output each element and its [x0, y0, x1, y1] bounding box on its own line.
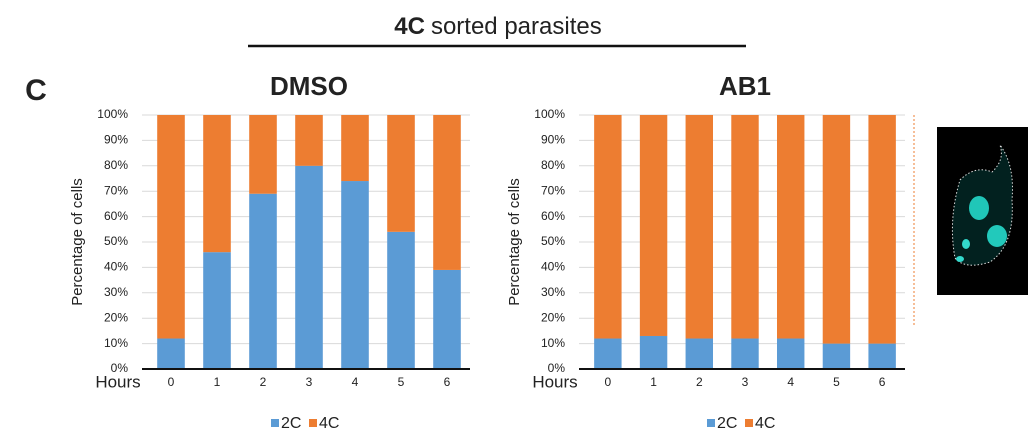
y-tick-label: 60%: [541, 209, 565, 223]
bar-segment: [249, 115, 277, 194]
bar-segment: [822, 343, 851, 369]
chart-title: DMSO: [270, 71, 348, 101]
bar-segment: [639, 335, 668, 369]
x-tick-label: 0: [605, 375, 612, 389]
y-tick-label: 0%: [111, 361, 129, 375]
x-tick-label: 6: [879, 375, 886, 389]
y-tick-label: 20%: [104, 310, 128, 324]
legend-swatch: [309, 419, 317, 427]
x-tick-label: 0: [168, 375, 175, 389]
y-tick-label: 30%: [541, 285, 565, 299]
y-tick-label: 90%: [541, 133, 565, 147]
panel-label: C: [25, 74, 47, 107]
x-tick-label: 4: [787, 375, 794, 389]
y-tick-label: 70%: [104, 183, 128, 197]
bar-segment: [433, 115, 461, 270]
y-tick-label: 80%: [541, 158, 565, 172]
bar-segment: [203, 115, 231, 253]
x-tick-label: 5: [398, 375, 405, 389]
y-tick-label: 100%: [97, 107, 128, 121]
legend-swatch: [745, 419, 753, 427]
bar-segment: [731, 338, 759, 369]
x-tick-label: 1: [214, 375, 221, 389]
y-tick-label: 30%: [104, 285, 128, 299]
bar-segment: [731, 115, 759, 339]
bar-segment: [341, 181, 369, 369]
y-tick-label: 40%: [541, 260, 565, 274]
header-text: sorted parasites: [431, 13, 602, 40]
y-tick-label: 10%: [541, 336, 565, 350]
y-axis-label: Percentage of cells: [69, 178, 86, 306]
legend-label: 2C: [281, 415, 301, 432]
y-tick-label: 0%: [548, 361, 566, 375]
legend-label: 4C: [755, 415, 775, 432]
bar-segment: [868, 343, 896, 369]
y-tick-label: 20%: [541, 310, 565, 324]
bar-segment: [203, 252, 231, 369]
x-tick-label: 2: [260, 375, 267, 389]
y-tick-label: 70%: [541, 183, 565, 197]
bar-segment: [295, 115, 323, 166]
bar-segment: [594, 115, 622, 339]
bar-segment: [594, 338, 622, 369]
header-bold: 4C: [394, 13, 425, 40]
y-tick-label: 60%: [104, 209, 128, 223]
y-tick-label: 10%: [104, 336, 128, 350]
kinetoplast: [956, 256, 964, 262]
bar-segment: [777, 338, 805, 369]
y-tick-label: 40%: [104, 260, 128, 274]
x-tick-label: 4: [352, 375, 359, 389]
x-axis-label: Hours: [532, 372, 577, 391]
legend-swatch: [271, 419, 279, 427]
x-tick-label: 6: [444, 375, 451, 389]
y-tick-label: 80%: [104, 158, 128, 172]
bar-segment: [157, 115, 185, 339]
y-tick-label: 100%: [534, 107, 565, 121]
y-axis-label: Percentage of cells: [506, 178, 523, 306]
bar-segment: [341, 115, 369, 182]
legend-swatch: [707, 419, 715, 427]
bar-segment: [157, 338, 185, 369]
nucleus: [969, 196, 989, 220]
bar-segment: [295, 165, 323, 369]
bar-segment: [685, 338, 713, 369]
bar-segment: [639, 115, 668, 336]
nucleus: [987, 225, 1007, 247]
x-tick-label: 5: [833, 375, 840, 389]
y-tick-label: 50%: [541, 234, 565, 248]
bar-segment: [822, 115, 851, 344]
kinetoplast: [962, 239, 970, 249]
x-tick-label: 3: [742, 375, 749, 389]
bar-segment: [387, 231, 415, 369]
x-tick-label: 3: [306, 375, 313, 389]
chart-title: AB1: [719, 71, 771, 101]
bar-segment: [249, 193, 277, 369]
micrograph: [937, 127, 1028, 295]
y-tick-label: 90%: [104, 133, 128, 147]
y-tick-label: 50%: [104, 234, 128, 248]
bar-segment: [685, 115, 713, 339]
x-tick-label: 2: [696, 375, 703, 389]
x-axis-label: Hours: [95, 372, 140, 391]
x-tick-label: 1: [650, 375, 657, 389]
bar-segment: [387, 115, 415, 232]
bar-segment: [777, 115, 805, 339]
bar-segment: [433, 269, 461, 369]
header: 4C sorted parasites: [394, 13, 601, 40]
legend-label: 4C: [319, 415, 339, 432]
legend-label: 2C: [717, 415, 737, 432]
bar-segment: [868, 115, 896, 344]
